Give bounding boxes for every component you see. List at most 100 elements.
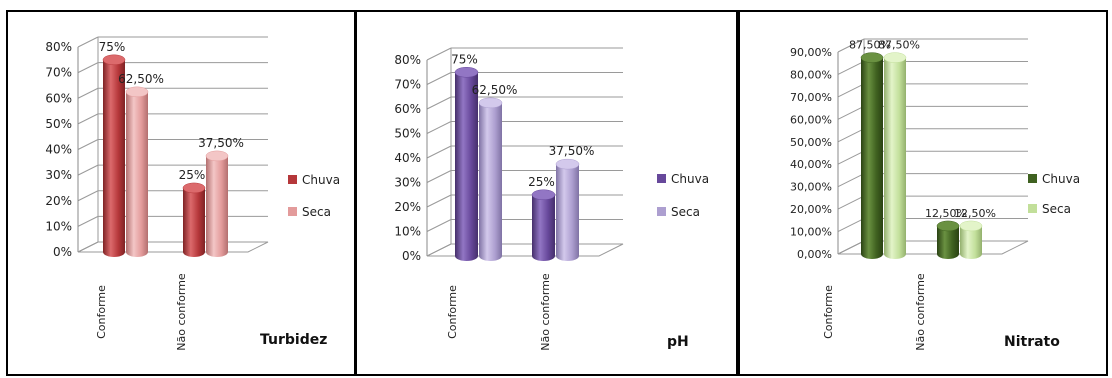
gridline-slant [426,96,452,110]
y-tick-label: 10,00% [790,226,832,239]
y-tick-label: 30% [45,168,72,182]
legend-swatch [657,207,666,216]
data-label: 75% [451,52,478,66]
category-label: Conforme [822,285,835,339]
bar-top [478,97,503,109]
bar-seca [959,220,983,259]
y-tick-label: 50% [394,127,421,141]
y-tick-label: 0% [402,249,421,263]
data-label: 87,50% [849,39,891,52]
data-label: 37,50% [549,144,595,158]
legend-swatch [288,175,297,184]
bar-chuva [860,52,884,259]
gridline-slant [77,215,99,227]
y-tick-label: 60% [394,102,421,116]
gridline-slant [426,194,452,208]
chart-title: Turbidez [260,332,328,348]
category-label: Não conforme [914,273,927,351]
legend-label: Chuva [302,173,340,187]
category-label: Não conforme [175,273,188,351]
gridline-slant [837,105,865,120]
y-tick-label: 30% [394,176,421,190]
y-tick-label: 30,00% [790,181,832,194]
bar-top [860,52,884,63]
legend-label: Seca [1042,202,1071,216]
legend-label: Seca [302,205,331,219]
gridline-slant [426,219,452,232]
y-tick-label: 60% [45,91,72,105]
y-tick-label: 10% [45,219,72,233]
legend-swatch [657,174,666,183]
legend-swatch [288,207,297,216]
y-tick-label: 90,00% [790,46,832,59]
y-tick-label: 40% [394,151,421,165]
y-tick-label: 80% [45,40,72,54]
bar-chuva [454,67,479,261]
category-label: Conforme [446,285,459,339]
y-tick-label: 40,00% [790,158,832,171]
bar-top [125,86,149,98]
gridline-slant [77,139,99,150]
bar-top [959,220,983,232]
legend-label: Seca [671,205,700,219]
gridline-slant [837,173,865,188]
bar-top [205,150,229,162]
bar-body [206,155,228,257]
bar-body [455,72,478,261]
chart-svg-nitrato: 0,00% 10,00% 20,00% 30,00% 40,00% 50,00% 60,00… [790,38,1080,351]
bar-chuva [102,54,126,257]
y-tick-label: 80,00% [790,68,832,81]
chart-title: Nitrato [1004,334,1060,350]
y-tick-label: 20% [45,194,72,208]
gridline-slant [837,83,865,98]
gridline-slant [837,218,865,233]
data-label: 37,50% [198,136,244,150]
bar-seca [883,52,907,259]
y-tick-label: 40% [45,143,72,157]
legend-swatch [1028,204,1037,213]
bar-top [555,158,580,170]
bar-top [102,54,126,66]
chart-panel-nitrato: 0,00% 10,00% 20,00% 30,00% 40,00% 50,00% 60,00… [738,10,1108,376]
data-label: 12,50% [925,207,967,220]
gridline-slant [77,164,99,176]
y-tick-label: 60,00% [790,113,832,126]
gridline-slant [837,150,865,165]
chart-panel-ph: 0% 10% 20% 30% 40% 50% 60% 70% 80% 75% 62,50% 25% 37… [355,10,738,376]
gridline-slant [837,38,865,53]
bar-body [103,59,125,257]
gridline-slant [77,36,99,48]
bar-body [479,102,502,261]
gridline-slant [837,60,865,75]
bar-body [183,187,205,257]
y-tick-label: 70% [45,66,72,80]
data-label: 25% [528,175,555,189]
legend-label: Chuva [671,172,709,186]
y-tick-label: 70,00% [790,91,832,104]
legend-label: Chuva [1042,172,1080,186]
data-label: 12,50% [954,207,996,220]
bar-top [936,220,960,232]
bar-top [883,52,907,63]
gridline-slant [426,170,452,183]
y-tick-label: 10% [394,225,421,239]
bar-chuva [182,182,206,257]
gridline-slant [426,72,452,85]
bar-body [861,57,883,259]
gridline-slant [426,121,452,134]
data-label: 25% [179,168,206,182]
y-tick-label: 50% [45,117,72,131]
data-label: 62,50% [472,83,518,97]
gridline-slant [426,47,452,61]
gridline-slant [426,145,452,159]
bar-body [556,164,579,261]
bar-seca [125,86,149,257]
bar-top [531,189,556,200]
y-tick-label: 20,00% [790,203,832,216]
bar-top [182,182,206,194]
gridline-slant [77,87,99,99]
y-tick-label: 70% [394,78,421,92]
bar-body [937,225,959,259]
chart-svg-turbidez: 0% 10% 20% 30% 40% 50% 60% 70% 80% 75% 62,50% 25% 37… [45,36,340,351]
bar-seca [555,158,580,261]
